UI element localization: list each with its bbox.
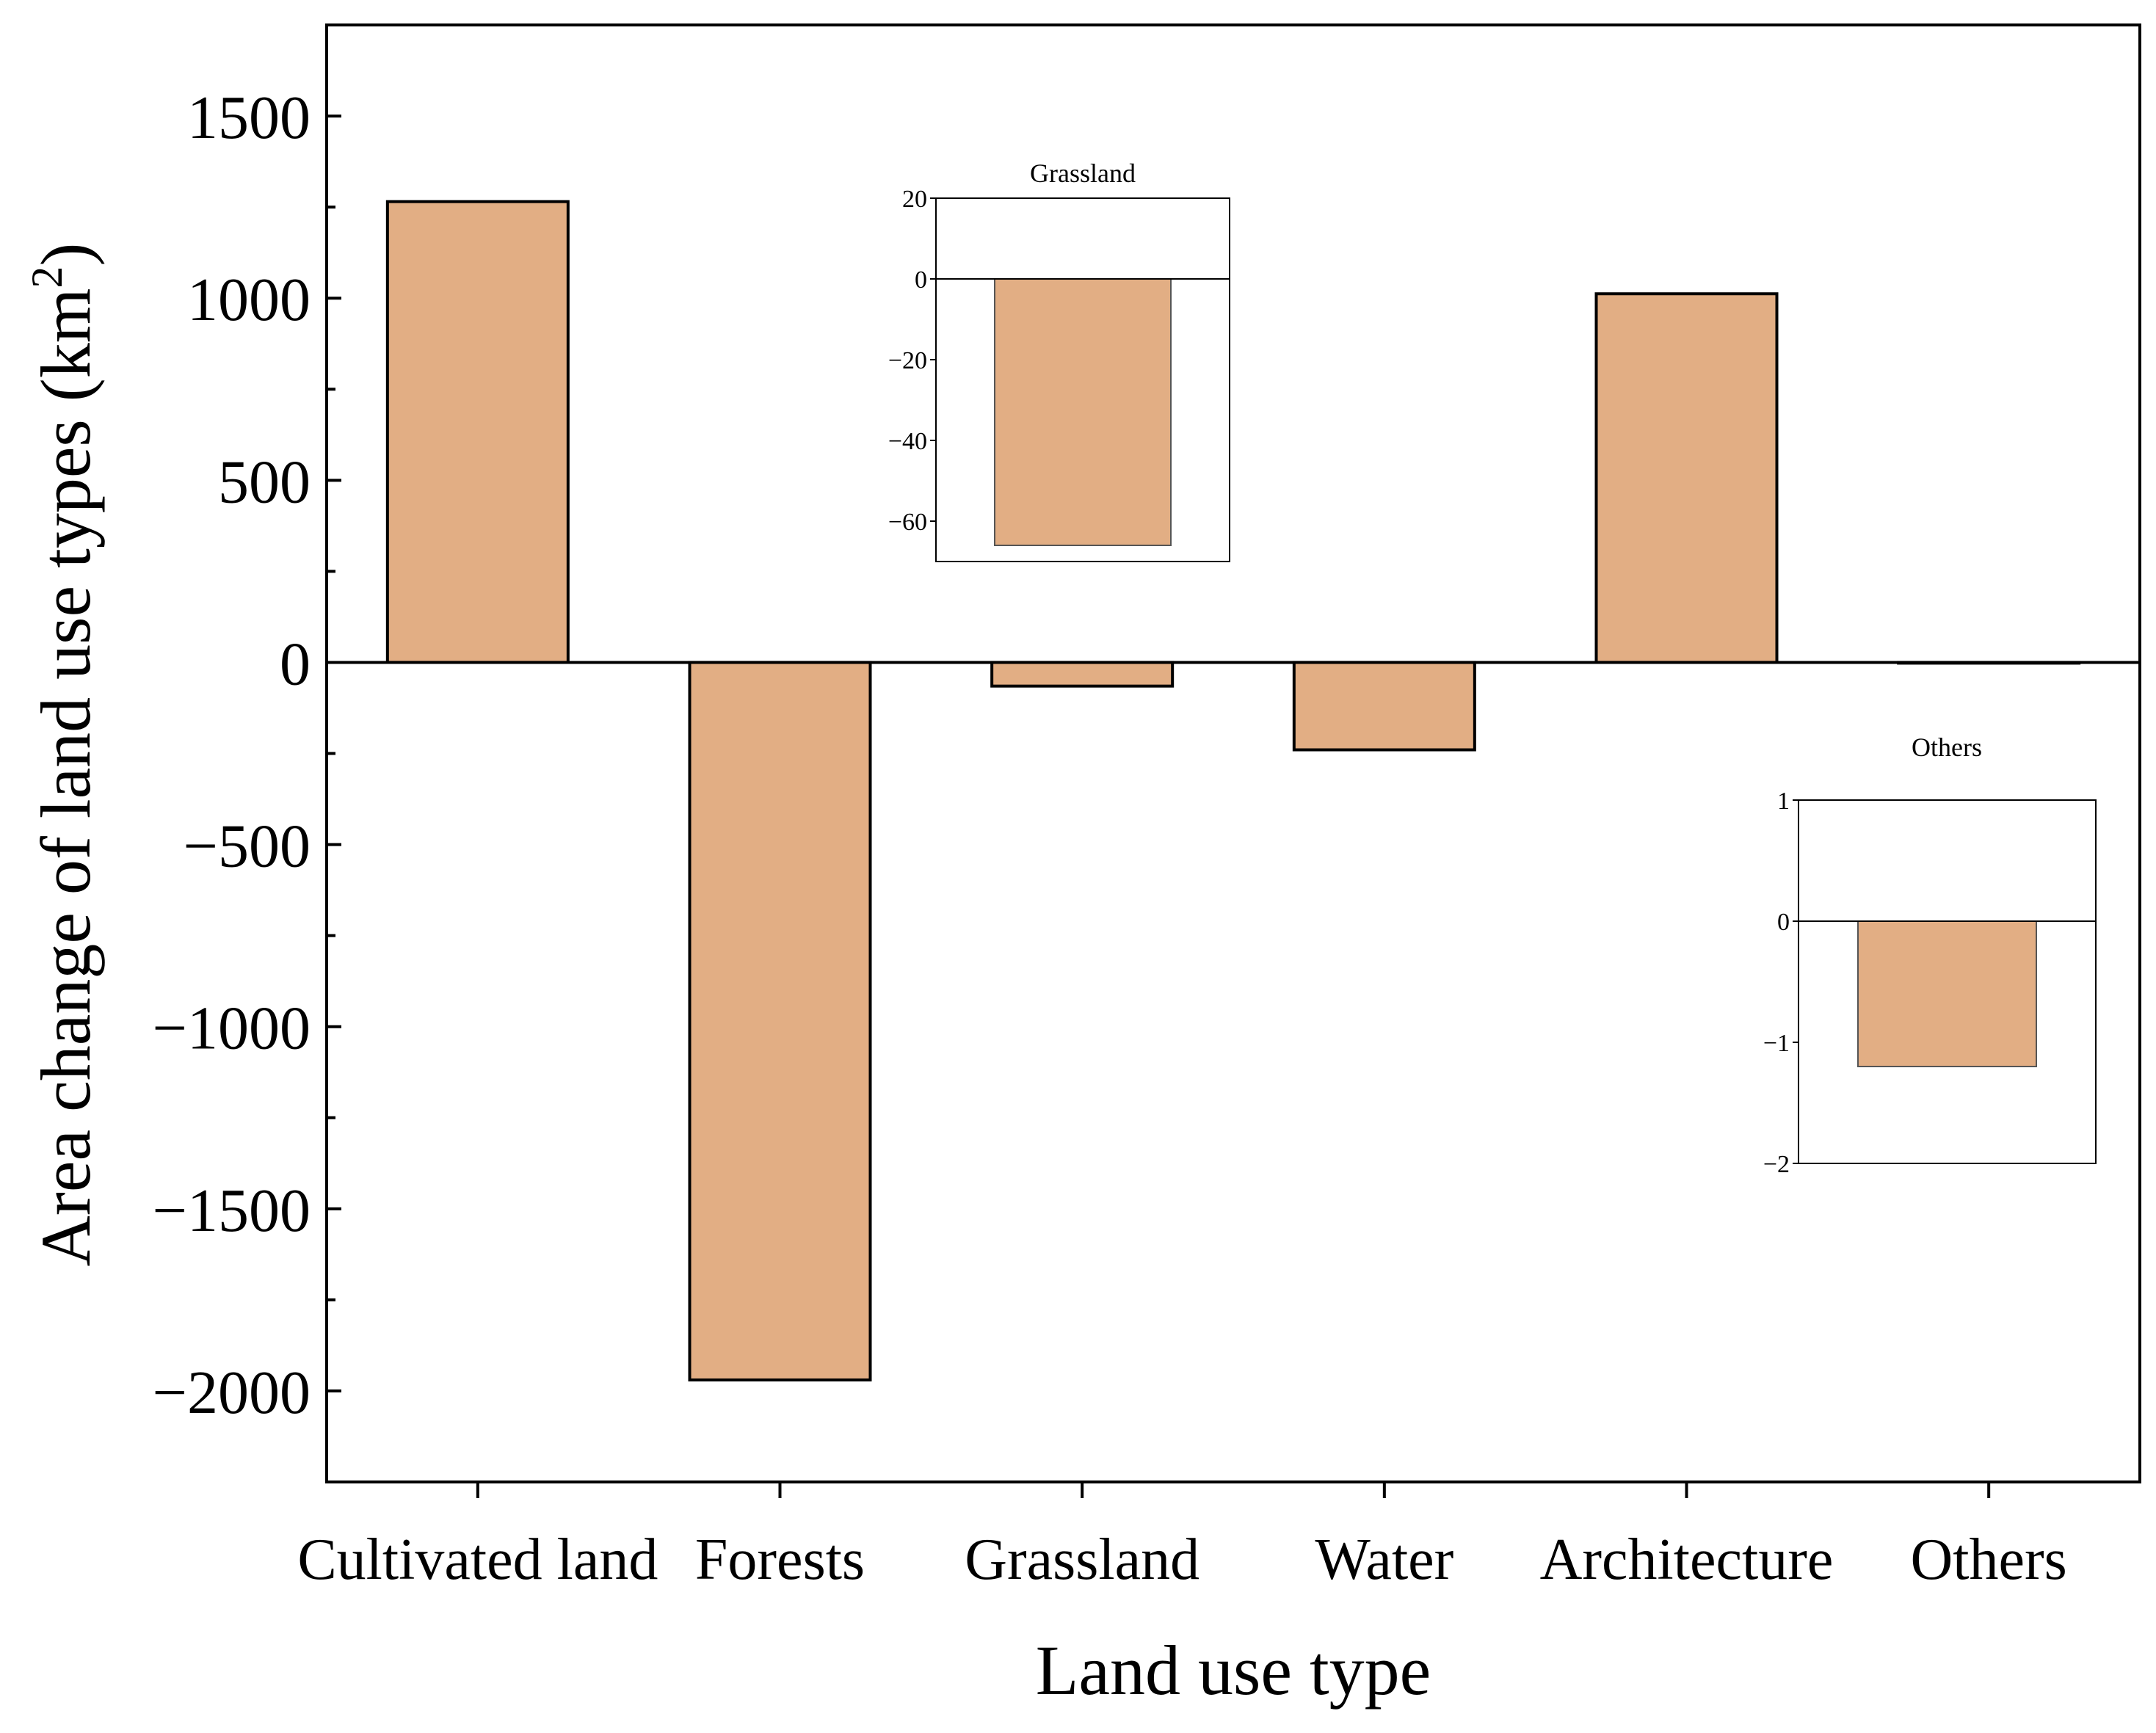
main-bars (385, 200, 2081, 1382)
main-plot-frame (325, 23, 2141, 1483)
inset-others-title: Others (1912, 733, 1982, 762)
main-bar-water (1292, 661, 1476, 752)
inset1-y-tick-label: −60 (888, 509, 927, 536)
main-x-tick-label: Architecture (1540, 1527, 1834, 1592)
inset1-y-tick-label: −20 (888, 347, 927, 374)
main-y-tick-label: −1000 (153, 995, 311, 1063)
inset-grassland-bars (994, 278, 1172, 546)
main-y-tick-label: −2000 (153, 1359, 311, 1427)
main-x-tick-label: Cultivated land (297, 1527, 658, 1592)
main-x-tick-label: Water (1315, 1527, 1453, 1592)
main-y-tick-label: 0 (280, 630, 311, 698)
main-x-tick-label: Others (1911, 1527, 2067, 1592)
inset2-y-tick-label: 1 (1777, 788, 1790, 815)
x-axis-label: Land use type (1036, 1631, 1431, 1710)
inset2-y-tick-label: −1 (1763, 1030, 1790, 1057)
inset2-y-tick-label: 0 (1777, 909, 1790, 936)
main-bar-architecture (1594, 292, 1779, 664)
inset-others: −2 −1 0 1 Others (1763, 733, 2097, 1178)
inset1-bar (994, 278, 1172, 546)
inset-grassland: −60 −40 −20 0 20 Grassland (888, 159, 1230, 562)
inset1-y-tick-label: 0 (915, 266, 927, 294)
main-y-ticks: −2000 −1500 −1000 −500 0 500 1000 1500 (153, 23, 341, 1483)
main-x-tick-label: Grassland (965, 1527, 1199, 1592)
main-y-tick-label: 1500 (187, 84, 311, 152)
main-y-tick-label: 1000 (187, 266, 311, 334)
y-axis-label-superscript: 2 (23, 266, 71, 288)
main-y-tick-label: −1500 (153, 1177, 311, 1245)
inset1-y-tick-label: −40 (888, 428, 927, 455)
inset2-bar (1857, 920, 2037, 1067)
inset-others-bars (1857, 920, 2037, 1067)
y-axis-label: Area change of land use types (km2) (23, 243, 105, 1267)
inset-others-y-ticks: −2 −1 0 1 (1763, 788, 1799, 1178)
inset2-y-tick-label: −2 (1763, 1151, 1790, 1178)
inset1-y-tick-label: 20 (902, 186, 927, 213)
main-y-tick-label: −500 (184, 813, 311, 881)
main-bar-grassland (990, 661, 1175, 688)
main-x-tick-label: Forests (695, 1527, 865, 1592)
inset-grassland-y-ticks: −60 −40 −20 0 20 (888, 186, 936, 536)
main-bar-forests (688, 661, 872, 1382)
inset-grassland-title: Grassland (1030, 159, 1136, 188)
main-y-tick-label: 500 (218, 448, 311, 516)
main-x-ticks: Cultivated land Forests Grassland Water Arch… (297, 1482, 2067, 1592)
main-bar-cultivated-land (385, 200, 570, 664)
y-axis-label-main: Area change of land use types (km (26, 288, 105, 1267)
y-axis-label-end: ) (26, 243, 105, 266)
